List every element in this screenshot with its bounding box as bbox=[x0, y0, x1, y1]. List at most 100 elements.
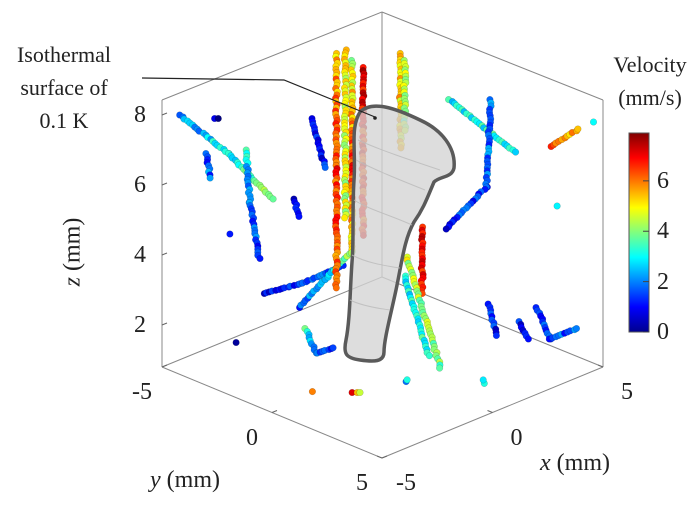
trajectory bbox=[403, 253, 444, 372]
trajectory bbox=[401, 272, 433, 360]
trajectory bbox=[484, 300, 500, 340]
y-tick-mark bbox=[381, 455, 388, 459]
trajectory bbox=[202, 149, 214, 182]
trajectory bbox=[176, 111, 277, 203]
data-point bbox=[479, 376, 487, 384]
trajectory bbox=[553, 202, 561, 210]
colorbar-title-line-2: (mm/s) bbox=[618, 85, 682, 110]
x-tick-label: 0 bbox=[510, 424, 523, 451]
annotation-leader-dot bbox=[373, 116, 377, 120]
data-point bbox=[492, 331, 500, 340]
y-axis-unit: (mm) bbox=[166, 467, 220, 493]
x-tick-mark bbox=[487, 410, 493, 413]
annotation-label: Isothermal surface of 0.1 K bbox=[0, 38, 128, 137]
x-axis-label: x (mm) bbox=[540, 451, 610, 475]
z-tick-mark bbox=[161, 112, 168, 116]
y-tick-mark bbox=[271, 410, 278, 413]
x-axis-var: x bbox=[540, 450, 551, 476]
data-point bbox=[403, 376, 411, 384]
data-point bbox=[332, 284, 340, 292]
trajectory bbox=[348, 388, 364, 397]
data-point bbox=[572, 324, 581, 333]
colorbar bbox=[628, 132, 650, 333]
colorbar-ticks bbox=[643, 180, 649, 333]
data-point bbox=[256, 254, 264, 263]
trajectory bbox=[547, 125, 582, 151]
data-point bbox=[308, 388, 316, 396]
data-point bbox=[356, 388, 364, 397]
colorbar-tick-label: 4 bbox=[657, 218, 669, 245]
z-tick-label: 6 bbox=[134, 172, 146, 198]
data-point bbox=[295, 212, 303, 221]
data-point bbox=[553, 202, 561, 210]
z-axis-var: z bbox=[59, 276, 86, 287]
trajectory bbox=[589, 118, 598, 126]
colorbar-tick-label: 6 bbox=[657, 167, 669, 194]
z-axis-label: z (mm) bbox=[59, 217, 86, 287]
data-point bbox=[226, 230, 234, 238]
isothermal-surface bbox=[343, 104, 456, 363]
data-point bbox=[589, 118, 598, 126]
top-left-edge bbox=[161, 11, 383, 101]
z-tick-label: 2 bbox=[134, 312, 146, 338]
y-tick-mark bbox=[161, 364, 168, 368]
data-point bbox=[206, 174, 214, 182]
trajectory bbox=[232, 338, 240, 347]
y-tick-label: -5 bbox=[132, 379, 152, 405]
z-tick-label: 4 bbox=[134, 242, 146, 268]
y-tick-label: 5 bbox=[356, 470, 368, 496]
surface-contour-lines bbox=[349, 139, 441, 311]
data-point bbox=[524, 335, 532, 343]
trajectory bbox=[331, 49, 342, 292]
x-tick-mark bbox=[376, 455, 383, 459]
trajectory bbox=[445, 96, 520, 156]
trajectory bbox=[308, 114, 329, 172]
data-point bbox=[232, 338, 240, 347]
trajectory bbox=[515, 317, 532, 343]
trajectory bbox=[532, 303, 581, 343]
data-point bbox=[512, 148, 520, 156]
data-point bbox=[321, 163, 329, 172]
data-point bbox=[269, 195, 277, 203]
trajectory bbox=[226, 230, 234, 238]
colorbar-title: Velocity (mm/s) bbox=[598, 48, 700, 114]
z-axis-unit: (mm) bbox=[59, 217, 86, 271]
data-point bbox=[214, 114, 222, 123]
tick-marks bbox=[161, 112, 604, 459]
data-point bbox=[436, 364, 444, 372]
annotation-leader-line bbox=[141, 77, 376, 118]
trajectory bbox=[442, 96, 495, 233]
annotation-line-2: surface of bbox=[20, 75, 108, 100]
trajectories bbox=[176, 46, 598, 397]
y-axis-label: y (mm) bbox=[150, 468, 220, 492]
z-tick-mark bbox=[161, 182, 168, 186]
x-tick-label: -5 bbox=[396, 470, 416, 496]
colorbar-title-line-1: Velocity bbox=[613, 52, 687, 77]
trajectory bbox=[211, 114, 222, 123]
colorbar-tick-label: 0 bbox=[657, 319, 669, 345]
x-axis-unit: (mm) bbox=[556, 450, 610, 476]
top-right-edge bbox=[381, 11, 604, 101]
trajectory bbox=[417, 223, 427, 298]
trajectory bbox=[308, 388, 316, 396]
trajectory bbox=[479, 376, 488, 387]
trajectory bbox=[340, 46, 350, 222]
trajectory bbox=[242, 146, 264, 263]
z-tick-label: 8 bbox=[134, 102, 146, 128]
trajectory bbox=[301, 324, 337, 357]
x-tick-label: 5 bbox=[621, 379, 633, 405]
data-point bbox=[442, 225, 450, 233]
z-tick-mark bbox=[161, 322, 168, 326]
y-axis-var: y bbox=[150, 467, 161, 493]
trajectory bbox=[402, 376, 411, 386]
data-point bbox=[425, 352, 433, 360]
trajectory bbox=[290, 195, 303, 221]
x-tick-mark bbox=[597, 364, 604, 368]
data-point bbox=[341, 214, 349, 222]
annotation-line-3: 0.1 K bbox=[39, 108, 89, 133]
data-point bbox=[329, 344, 337, 352]
z-tick-mark bbox=[161, 252, 168, 256]
y-tick-label: 0 bbox=[246, 424, 258, 451]
data-point bbox=[574, 125, 582, 133]
